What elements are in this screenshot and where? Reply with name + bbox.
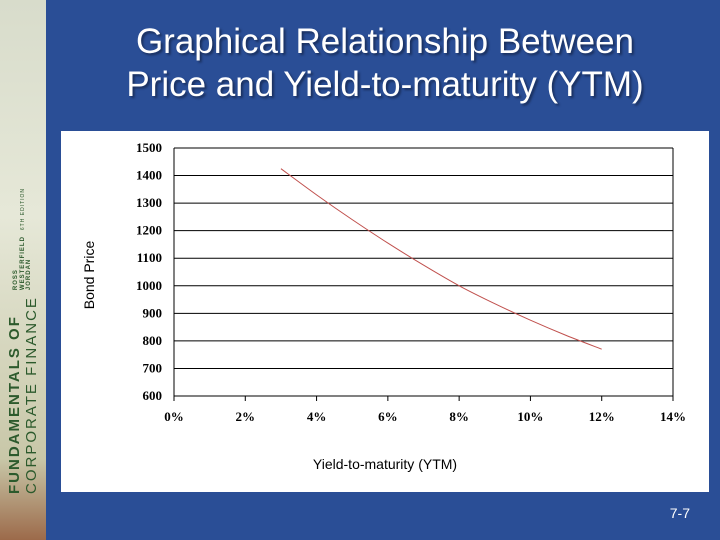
book-spine: FUNDAMENTALS OF CORPORATE FINANCE ROSS W…: [0, 0, 46, 540]
chart-panel: [61, 131, 709, 492]
y-tick-label: 1100: [137, 250, 162, 265]
slide-title-line1: Graphical Relationship Between: [135, 22, 635, 61]
y-tick-label: 900: [143, 305, 163, 320]
x-tick-label: 4%: [307, 409, 327, 424]
x-tick-label: 12%: [589, 409, 615, 424]
y-tick-label: 1500: [136, 140, 162, 155]
y-tick-label: 800: [143, 333, 163, 348]
y-tick-label: 600: [143, 388, 163, 403]
x-axis-label: Yield-to-maturity (YTM): [312, 456, 458, 472]
y-axis-label: Bond Price: [81, 240, 97, 310]
y-tick-label: 700: [143, 360, 163, 375]
y-tick-label: 1200: [136, 223, 162, 238]
slide-title: Graphical Relationship Between Price and…: [60, 20, 710, 106]
x-tick-label: 8%: [449, 409, 469, 424]
x-tick-label: 10%: [517, 409, 543, 424]
y-tick-label: 1400: [136, 168, 162, 183]
y-tick-label: 1300: [136, 195, 162, 210]
x-tick-label: 14%: [660, 409, 686, 424]
slide-number: 7-7: [669, 505, 690, 521]
x-tick-label: 0%: [164, 409, 184, 424]
price-yield-curve: [280, 168, 602, 350]
slide-title-line2: Price and Yield-to-maturity (YTM): [126, 65, 644, 104]
x-tick-label: 2%: [236, 409, 256, 424]
x-tick-label: 6%: [378, 409, 398, 424]
y-tick-label: 1000: [136, 278, 162, 293]
